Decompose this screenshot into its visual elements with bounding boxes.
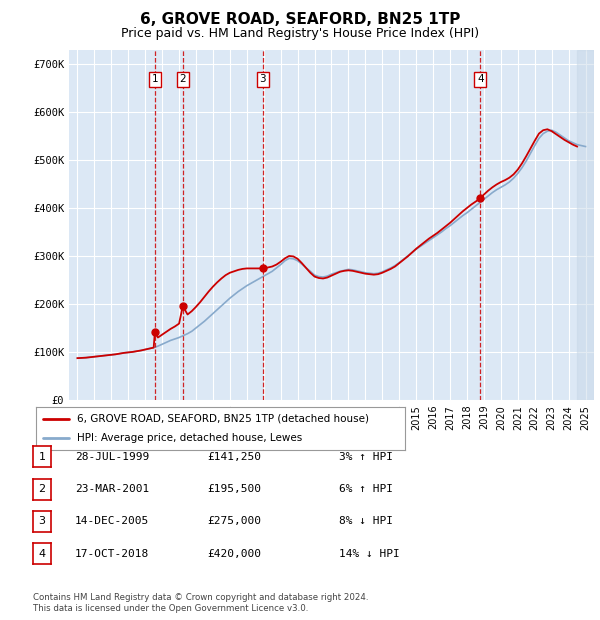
Text: 1: 1 <box>38 452 46 462</box>
Text: 2: 2 <box>179 74 186 84</box>
Text: £420,000: £420,000 <box>207 549 261 559</box>
Text: 17-OCT-2018: 17-OCT-2018 <box>75 549 149 559</box>
Text: 8% ↓ HPI: 8% ↓ HPI <box>339 516 393 526</box>
Bar <box>577 50 594 400</box>
Text: 2: 2 <box>38 484 46 494</box>
Text: £195,500: £195,500 <box>207 484 261 494</box>
Text: £275,000: £275,000 <box>207 516 261 526</box>
Text: Price paid vs. HM Land Registry's House Price Index (HPI): Price paid vs. HM Land Registry's House … <box>121 27 479 40</box>
Text: 14-DEC-2005: 14-DEC-2005 <box>75 516 149 526</box>
Text: 1: 1 <box>152 74 158 84</box>
Text: 23-MAR-2001: 23-MAR-2001 <box>75 484 149 494</box>
Text: 14% ↓ HPI: 14% ↓ HPI <box>339 549 400 559</box>
Text: 6, GROVE ROAD, SEAFORD, BN25 1TP (detached house): 6, GROVE ROAD, SEAFORD, BN25 1TP (detach… <box>77 414 368 423</box>
Text: 4: 4 <box>477 74 484 84</box>
Text: 3: 3 <box>260 74 266 84</box>
Text: 6, GROVE ROAD, SEAFORD, BN25 1TP: 6, GROVE ROAD, SEAFORD, BN25 1TP <box>140 12 460 27</box>
Text: 28-JUL-1999: 28-JUL-1999 <box>75 452 149 462</box>
Text: 3: 3 <box>38 516 46 526</box>
Text: 3% ↑ HPI: 3% ↑ HPI <box>339 452 393 462</box>
Text: 6% ↑ HPI: 6% ↑ HPI <box>339 484 393 494</box>
Text: HPI: Average price, detached house, Lewes: HPI: Average price, detached house, Lewe… <box>77 433 302 443</box>
Text: £141,250: £141,250 <box>207 452 261 462</box>
Text: Contains HM Land Registry data © Crown copyright and database right 2024.
This d: Contains HM Land Registry data © Crown c… <box>33 593 368 613</box>
Text: 4: 4 <box>38 549 46 559</box>
